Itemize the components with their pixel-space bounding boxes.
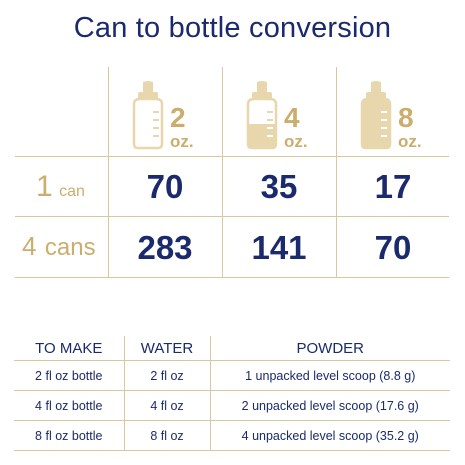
table-cell: 4 fl oz bottle <box>14 390 124 421</box>
baby-bottle-icon <box>132 81 164 150</box>
bottle-8oz-header: 8 oz. <box>356 80 446 152</box>
can-count: 4 <box>22 231 37 261</box>
column-header: WATER <box>123 336 211 361</box>
table-cell: 2 fl oz bottle <box>14 360 124 391</box>
grid-divider <box>108 67 109 278</box>
grid-divider <box>222 67 223 278</box>
table-cell: 1 unpacked level scoop (8.8 g) <box>210 360 450 391</box>
value-4cans-2oz: 283 <box>137 229 193 266</box>
baby-bottle-icon <box>246 81 278 150</box>
table-cell: 2 fl oz <box>123 360 211 391</box>
table-cell: 4 unpacked level scoop (35.2 g) <box>210 420 450 451</box>
bottle-size-unit: oz. <box>398 132 422 151</box>
table-cell: 2 unpacked level scoop (17.6 g) <box>210 390 450 421</box>
can-count: 1 <box>36 170 53 203</box>
value-4cans-4oz: 141 <box>251 229 307 266</box>
row-label-4-cans: 4 cans <box>22 231 96 262</box>
grid-divider <box>336 67 337 278</box>
column-header: POWDER <box>210 336 450 361</box>
table-row: 8 fl oz bottle 8 fl oz 4 unpacked level … <box>14 420 450 451</box>
table-header-row: TO MAKE WATER POWDER <box>14 336 450 361</box>
bottle-size-number: 8 <box>398 102 414 133</box>
table-cell: 4 fl oz <box>123 390 211 421</box>
mixing-reference-table: TO MAKE WATER POWDER 2 fl oz bottle 2 fl… <box>14 336 450 451</box>
table-row: 2 fl oz bottle 2 fl oz 1 unpacked level … <box>14 360 450 391</box>
baby-bottle-icon <box>360 81 392 150</box>
table-cell: 8 fl oz bottle <box>14 420 124 451</box>
value-1can-2oz: 70 <box>146 168 184 205</box>
can-unit: cans <box>44 234 96 261</box>
table-cell: 8 fl oz <box>123 420 211 451</box>
bottle-size-number: 4 <box>284 102 300 133</box>
grid-divider <box>15 156 449 157</box>
bottle-size-unit: oz. <box>284 132 308 151</box>
can-unit: can <box>59 183 85 200</box>
row-label-1-can: 1 can <box>36 170 85 204</box>
grid-divider <box>15 277 449 278</box>
value-4cans-8oz: 70 <box>374 229 412 266</box>
table-row: 4 fl oz bottle 4 fl oz 2 unpacked level … <box>14 390 450 421</box>
column-header: TO MAKE <box>14 336 124 361</box>
grid-divider <box>15 216 449 217</box>
bottle-size-number: 2 <box>170 102 186 133</box>
value-1can-4oz: 35 <box>260 168 298 205</box>
value-1can-8oz: 17 <box>374 168 412 205</box>
bottle-size-unit: oz. <box>170 132 194 151</box>
bottle-2oz-header: 2 oz. <box>128 80 218 152</box>
page-title: Can to bottle conversion <box>73 12 392 44</box>
bottle-4oz-header: 4 oz. <box>242 80 332 152</box>
